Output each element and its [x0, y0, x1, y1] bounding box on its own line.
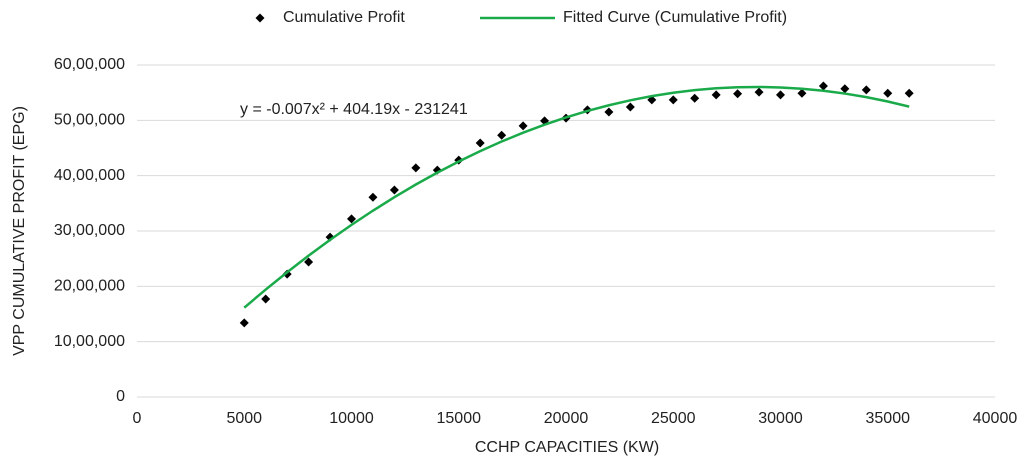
data-point	[668, 95, 678, 105]
x-tick-label: 5000	[226, 410, 262, 427]
x-axis-label: CCHP CAPACITIES (KW)	[475, 439, 659, 456]
data-point	[776, 90, 785, 100]
y-tick-label: 20,00,000	[54, 278, 125, 295]
y-tick-label: 30,00,000	[54, 222, 125, 239]
data-point	[604, 107, 614, 117]
x-tick-label: 10000	[329, 410, 374, 427]
y-tick-label: 40,00,000	[54, 167, 125, 184]
data-point	[239, 318, 249, 328]
x-tick-label: 25000	[651, 410, 696, 427]
data-point	[733, 89, 743, 99]
x-tick-label: 20000	[544, 410, 589, 427]
data-point	[347, 214, 356, 224]
equation-annotation: y = -0.007x² + 404.19x - 231241	[240, 101, 468, 118]
y-tick-label: 60,00,000	[54, 56, 125, 73]
data-point	[904, 88, 914, 98]
data-point	[883, 88, 893, 98]
data-point	[840, 84, 850, 94]
y-tick-label: 50,00,000	[54, 112, 125, 129]
x-tick-label: 40000	[973, 410, 1018, 427]
data-point	[690, 93, 700, 103]
y-tick-label: 10,00,000	[54, 333, 125, 350]
legend-label: Cumulative Profit	[283, 9, 405, 26]
data-point	[304, 257, 314, 267]
y-axis-label: VPP CUMULATIVE PROFIT (EPG)	[11, 106, 28, 356]
x-tick-label: 30000	[758, 410, 803, 427]
data-point	[861, 85, 871, 95]
legend-swatch	[255, 13, 265, 23]
data-point	[497, 130, 507, 140]
data-point	[389, 185, 399, 195]
data-point	[625, 102, 635, 112]
data-point	[368, 192, 378, 202]
legend-label: Fitted Curve (Cumulative Profit)	[563, 9, 787, 26]
data-point	[754, 87, 764, 97]
data-point	[711, 90, 721, 100]
data-point	[475, 138, 485, 148]
data-point	[818, 81, 828, 91]
data-point	[518, 121, 528, 131]
data-point	[411, 163, 421, 173]
fitted-curve	[243, 85, 910, 309]
data-point	[797, 88, 807, 98]
x-tick-label: 35000	[866, 410, 911, 427]
x-tick-label: 0	[133, 410, 142, 427]
data-point	[261, 294, 271, 304]
x-tick-label: 15000	[437, 410, 482, 427]
y-tick-label: 0	[116, 388, 125, 405]
